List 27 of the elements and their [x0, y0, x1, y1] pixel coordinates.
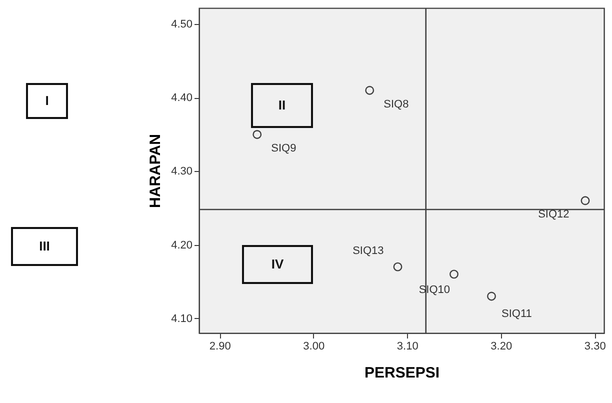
point [580, 196, 590, 206]
y-tick-label: 4.40 [171, 92, 192, 104]
x-axis-title: PERSEPSI [364, 364, 440, 382]
y-tick-label: 4.10 [171, 312, 192, 325]
x-tick-label: 2.90 [209, 340, 231, 352]
data-label: SIQ13 [352, 244, 384, 257]
point [252, 130, 262, 139]
y-axis-title: HARAPAN [147, 134, 164, 208]
y-tick-label: 4.30 [171, 166, 192, 178]
point [365, 86, 374, 95]
x-tick-label: 3.10 [396, 340, 418, 352]
data-label: SIQ8 [384, 98, 409, 110]
data-label: SIQ12 [538, 208, 570, 221]
data-label: SIQ9 [271, 142, 296, 154]
x-tick-label: 3.30 [584, 340, 606, 352]
y-tick-label: 4.50 [171, 18, 192, 31]
text: III [39, 238, 50, 254]
y-tick-label: 4.20 [171, 239, 192, 252]
point [450, 270, 458, 279]
point [487, 292, 496, 301]
data-label: SIQ11 [502, 308, 532, 320]
point [393, 262, 402, 272]
x-tick-label: 3.20 [490, 340, 512, 352]
x-tick-label: 3.00 [303, 340, 325, 352]
annotation: II [278, 98, 286, 112]
text: I [45, 93, 49, 108]
annotation: IV [271, 256, 284, 272]
